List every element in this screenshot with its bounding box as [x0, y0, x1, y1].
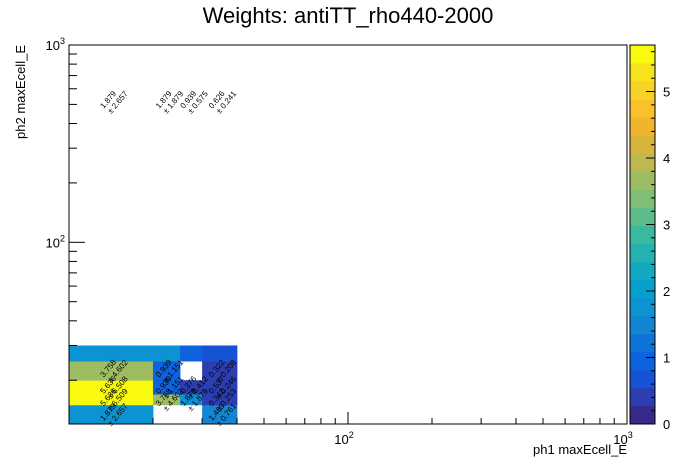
- y-tick-label-base: 10: [46, 235, 60, 250]
- colorbar-segment: [630, 45, 655, 64]
- colorbar-tick-label: 4: [663, 151, 670, 166]
- heatmap-cell: [202, 394, 238, 406]
- x-tick-label-base: 10: [613, 432, 627, 447]
- cell-value-label: 0.939± 0.575: [179, 83, 211, 116]
- colorbar-segment: [630, 225, 655, 244]
- heatmap-cell: [152, 345, 181, 362]
- x-tick-label-exponent: 3: [628, 430, 633, 440]
- heatmap-cell: [202, 380, 238, 395]
- x-tick-label: 103: [613, 430, 632, 447]
- heatmap-cell: [152, 380, 181, 395]
- heatmap-cell: [152, 394, 181, 406]
- heatmap-cell: [180, 394, 203, 406]
- y-tick-label-base: 10: [46, 38, 60, 53]
- colorbar-segment: [630, 297, 655, 317]
- colorbar-tick-label: 2: [663, 284, 670, 299]
- x-tick-label-exponent: 2: [349, 430, 354, 440]
- cell-value-label: 0.626± 0.241: [207, 83, 239, 116]
- colorbar-segment: [630, 207, 655, 226]
- heatmap-cell: [152, 361, 181, 381]
- y-tick-label-exponent: 3: [60, 36, 65, 46]
- heatmap-cell: [202, 404, 238, 425]
- colorbar-segment: [630, 315, 655, 335]
- heatmap-cell: [180, 380, 203, 395]
- colorbar-tick-label: 1: [663, 351, 670, 366]
- heatmap-cell: [69, 404, 154, 425]
- color-scale: 0 1 2 3 4 5: [629, 44, 670, 432]
- y-tick-label: 103: [46, 36, 65, 53]
- colorbar-tick-label: 3: [663, 218, 670, 233]
- heatmap-cell: [180, 345, 203, 362]
- colorbar-segment: [630, 63, 655, 82]
- heatmap-cell: [69, 345, 154, 362]
- x-tick-label: 102: [334, 430, 353, 447]
- colorbar-segment: [630, 261, 655, 281]
- colorbar-segment: [630, 369, 655, 389]
- colorbar-segment: [630, 117, 655, 136]
- y-axis-title: ph2 maxEcell_E: [13, 45, 28, 139]
- colorbar-segment: [630, 153, 655, 172]
- colorbar-segment: [630, 171, 655, 190]
- colorbar-segment: [630, 351, 655, 371]
- heatmap-cells: [69, 345, 238, 425]
- colorbar-segment: [630, 135, 655, 154]
- colorbar-segment: [630, 243, 655, 262]
- cell-value-label: 1.879± 1.879: [154, 83, 186, 116]
- x-tick-label-base: 10: [334, 432, 348, 447]
- colorbar-tick-label: 5: [663, 85, 670, 100]
- colorbar-tick-label: 0: [663, 417, 670, 432]
- y-tick-label-exponent: 2: [60, 233, 65, 243]
- heatmap-cell: [202, 361, 238, 381]
- heatmap-cell: [69, 394, 154, 406]
- colorbar-segment: [630, 387, 655, 407]
- heatmap-cell: [69, 361, 154, 381]
- colorbar-segment: [630, 333, 655, 353]
- colorbar-segment: [630, 99, 655, 118]
- x-axis-title: ph1 maxEcell_E: [533, 442, 627, 457]
- heatmap-cell: [202, 345, 238, 362]
- heatmap-cell: [69, 380, 154, 395]
- colorbar-segment: [630, 189, 655, 208]
- y-tick-label: 102: [46, 233, 65, 250]
- colorbar-segment: [630, 405, 655, 425]
- chart-title: Weights: antiTT_rho440-2000: [203, 3, 494, 28]
- cell-value-label: 1.879± 2.657: [98, 83, 130, 116]
- colorbar-frame: [629, 44, 656, 425]
- colorbar-segment: [630, 279, 655, 299]
- colorbar-segment: [630, 81, 655, 100]
